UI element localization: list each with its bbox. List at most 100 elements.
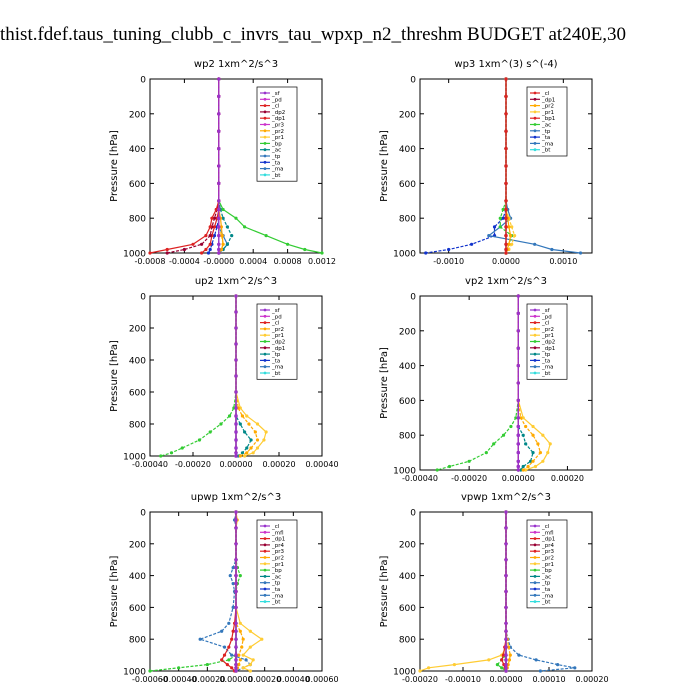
y-tick-label: 400	[399, 362, 416, 372]
data-point-sf	[234, 414, 238, 418]
data-point-dp1	[204, 247, 208, 252]
y-tick-label: 200	[129, 110, 146, 120]
legend-entry: _pr1	[271, 562, 284, 568]
y-tick-label: 200	[399, 327, 416, 337]
data-point-sf	[217, 234, 221, 238]
data-point-tp	[533, 242, 537, 246]
data-point-tp	[231, 581, 235, 586]
chart-panel-3: vp2 1xm^2/s^3 Pressure [hPa] 0 200 400 600 800…	[379, 276, 593, 483]
x-tick-label: 0.00020	[248, 675, 281, 684]
data-point-pr2	[255, 438, 260, 442]
data-point-pr1	[264, 430, 268, 434]
data-point-dp2	[509, 424, 513, 429]
data-point-pr1	[251, 451, 255, 455]
y-tick-label: 600	[399, 604, 416, 614]
legend-marker	[263, 160, 267, 164]
legend-entry: _cl	[271, 104, 280, 110]
legend-marker	[263, 593, 267, 597]
legend-entry: _tp	[271, 352, 281, 358]
data-point-ac	[230, 234, 234, 238]
x-tick-label: 0.00000	[219, 675, 252, 684]
chart-panel-4: upwp 1xm^2/s^3 Pressure [hPa] 0 200 400 600 80…	[109, 492, 339, 684]
legend-entry: _bt	[271, 600, 281, 606]
data-point-tp	[521, 433, 525, 437]
y-axis-label: Pressure [hPa]	[109, 130, 120, 202]
x-tick-label: -0.00060	[132, 675, 168, 684]
data-point-cl	[234, 605, 238, 610]
y-axis-label: Pressure [hPa]	[109, 556, 120, 628]
legend-marker	[263, 97, 267, 101]
series-line-dp2	[160, 296, 237, 457]
data-point-bp	[205, 663, 209, 667]
legend-entry: _ma	[271, 593, 283, 599]
data-point-bp	[303, 247, 307, 252]
data-point-cl	[504, 112, 508, 116]
data-point-sf	[217, 216, 221, 220]
data-point-pr1	[255, 446, 260, 450]
data-point-tp	[249, 438, 253, 442]
chart-panel-0: wp2 1xm^2/s^3 Pressure [hPa] 0 200 400 600 800…	[109, 59, 336, 266]
legend-entry: _ma	[541, 593, 553, 599]
data-point-tp	[227, 621, 231, 625]
data-point-dp2	[208, 234, 212, 238]
data-point-pr1	[533, 464, 538, 469]
legend-entry: _bt	[541, 371, 551, 377]
legend-entry: _pr1	[541, 562, 554, 568]
y-tick-label: 200	[129, 540, 146, 550]
data-point-ac	[501, 207, 505, 212]
legend-marker	[263, 371, 267, 375]
chart-title: vpwp 1xm^2/s^3	[461, 492, 551, 503]
data-point-sf	[516, 416, 520, 420]
data-point-bp	[148, 669, 152, 673]
data-point-tp	[573, 666, 577, 670]
data-point-dp1	[225, 663, 229, 667]
legend-marker	[263, 524, 267, 528]
data-point-cl	[504, 164, 508, 168]
data-point-tp	[228, 574, 232, 578]
data-point-pr2	[238, 629, 242, 633]
data-point-dp2	[197, 438, 202, 442]
y-axis-label: Pressure [hPa]	[379, 347, 390, 419]
legend-marker	[263, 543, 267, 547]
data-point-pr2	[507, 658, 512, 662]
data-point-cl	[234, 669, 238, 673]
data-point-dp2	[165, 251, 169, 255]
data-point-bp	[243, 225, 247, 229]
chart-title: upwp 1xm^2/s^3	[191, 492, 281, 503]
data-point-cl	[148, 251, 152, 255]
data-point-pr2	[531, 459, 535, 463]
data-point-cl	[504, 669, 508, 673]
x-tick-label: 0.00010	[532, 675, 565, 684]
chart-panel-2: up2 1xm^2/s^3 Pressure [hPa] 0 200 400 600 800…	[109, 276, 339, 469]
data-point-dp2	[447, 464, 452, 469]
data-point-cl	[504, 629, 508, 633]
y-tick-label: 200	[399, 540, 416, 550]
data-point-sf	[234, 310, 238, 314]
data-point-cl	[234, 658, 238, 662]
x-tick-label: 0.0008	[274, 257, 302, 266]
legend-entry: _pd	[541, 314, 552, 320]
data-point-tp	[517, 653, 521, 657]
data-point-cl	[504, 225, 508, 229]
legend-marker	[263, 129, 267, 133]
legend-marker	[533, 333, 537, 337]
data-point-ta	[208, 247, 212, 252]
legend-entry: _mfl	[541, 530, 554, 536]
legend-marker	[533, 314, 537, 318]
y-axis-label: Pressure [hPa]	[109, 340, 120, 412]
chart-panel-5: vpwp 1xm^2/s^3 Pressure [hPa] 0 200 400 600 80…	[379, 492, 609, 684]
data-point-cl	[504, 251, 508, 255]
legend-marker	[263, 340, 267, 343]
legend-entry: _dp2	[541, 340, 555, 346]
data-point-cl	[234, 637, 238, 641]
legend-marker	[533, 327, 537, 331]
data-point-pr1	[260, 637, 264, 641]
data-point-sf	[516, 398, 520, 402]
data-point-pr1	[546, 451, 550, 455]
legend-marker	[263, 110, 267, 114]
legend-entry: _ta	[541, 135, 550, 141]
data-point-pr2	[241, 637, 245, 641]
legend-marker	[533, 123, 537, 126]
series-line-cl	[149, 79, 220, 254]
legend-marker	[263, 123, 267, 126]
